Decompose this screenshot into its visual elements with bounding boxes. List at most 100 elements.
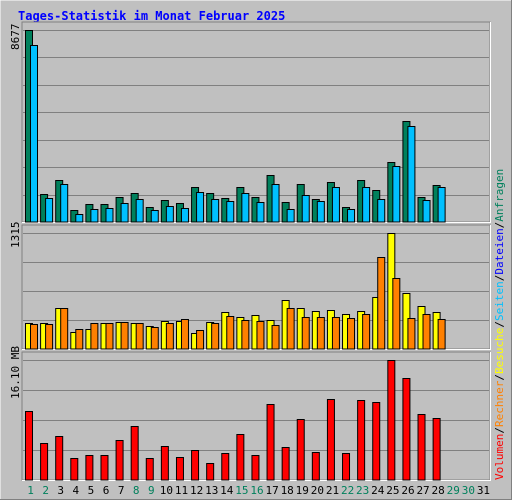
bar-seiten-day-3 [60, 308, 69, 350]
legend-sep-4: / [493, 275, 506, 282]
volume-max-label: 16.10 MB [9, 346, 22, 399]
x-label-day: 7 [118, 484, 125, 497]
bar-seiten-day-4 [75, 329, 84, 350]
legend-sep-3: / [493, 321, 506, 328]
bar-volumen-day-12 [191, 450, 200, 481]
bar-dateien-day-10 [165, 206, 174, 223]
x-label-day: 4 [73, 484, 80, 497]
x-label-day: 5 [88, 484, 95, 497]
legend-rechner: Rechner [493, 380, 506, 427]
bar-volumen-day-26 [402, 378, 411, 481]
bar-seiten-day-9 [150, 327, 159, 350]
bar-dateien-day-27 [422, 200, 431, 223]
visits-max-label: 1315 [9, 222, 22, 249]
bar-volumen-day-2 [40, 443, 49, 481]
bar-seiten-day-8 [135, 323, 144, 350]
bar-seiten-day-6 [105, 323, 114, 350]
chart-title: Tages-Statistik im Monat Februar 2025 [18, 9, 285, 23]
bar-dateien-day-11 [180, 208, 189, 223]
bar-volumen-day-10 [160, 446, 169, 481]
bar-seiten-day-19 [301, 317, 310, 350]
x-label-day: 2 [42, 484, 49, 497]
bar-dateien-day-12 [196, 192, 205, 223]
bar-dateien-day-8 [135, 199, 144, 223]
bar-dateien-day-19 [301, 195, 310, 223]
bar-volumen-day-28 [432, 418, 441, 481]
bar-seiten-day-26 [407, 318, 416, 350]
x-label-day: 27 [416, 484, 429, 497]
bar-volumen-day-23 [357, 400, 366, 481]
bar-seiten-day-17 [271, 325, 280, 350]
bar-dateien-day-16 [256, 202, 265, 223]
x-label-day: 28 [432, 484, 445, 497]
bar-dateien-day-15 [241, 193, 250, 223]
bar-volumen-day-11 [175, 457, 184, 481]
bar-volumen-day-18 [281, 447, 290, 481]
bar-volumen-day-1 [25, 411, 33, 481]
bar-volumen-day-25 [387, 360, 396, 481]
bar-volumen-day-5 [85, 455, 94, 481]
bar-seiten-day-20 [316, 317, 325, 350]
bar-dateien-day-2 [45, 198, 54, 223]
bar-dateien-day-9 [150, 210, 159, 223]
bar-seiten-day-13 [211, 323, 220, 350]
legend-seiten: Seiten [493, 281, 506, 321]
x-label-day: 26 [401, 484, 414, 497]
x-label-day: 31 [477, 484, 490, 497]
bar-volumen-day-3 [55, 436, 64, 481]
bar-dateien-day-23 [362, 187, 371, 223]
bar-seiten-day-21 [331, 317, 340, 350]
bar-dateien-day-21 [331, 187, 340, 223]
bar-dateien-day-25 [392, 166, 401, 223]
bar-seiten-day-23 [362, 314, 371, 350]
bar-dateien-day-24 [377, 199, 386, 223]
bar-seiten-day-24 [377, 257, 386, 350]
legend-anfragen: Anfragen [493, 169, 506, 222]
bar-volumen-day-15 [236, 434, 245, 481]
bar-volumen-day-19 [296, 419, 305, 481]
bar-seiten-day-11 [180, 319, 189, 350]
bar-volumen-day-24 [372, 402, 381, 481]
bar-volumen-day-14 [221, 453, 230, 481]
bar-volumen-day-27 [417, 414, 426, 481]
bar-volumen-day-7 [115, 440, 124, 481]
x-label-day: 11 [175, 484, 188, 497]
legend-sep-5: / [493, 222, 506, 229]
bar-dateien-day-4 [75, 214, 84, 223]
bar-volumen-day-13 [206, 463, 215, 481]
bar-volumen-day-4 [70, 458, 79, 481]
x-label-day: 24 [371, 484, 385, 497]
bar-seiten-day-18 [286, 308, 295, 350]
x-axis-labels: 1 2 3 4 5 6 7 8 9 10 11 12 13 14 15 16 17 18 19 20 21 22 23 24 2… [27, 484, 490, 497]
x-label-day: 23 [356, 484, 369, 497]
bar-dateien-day-22 [347, 209, 356, 223]
x-label-day: 13 [205, 484, 218, 497]
x-label-day: 14 [220, 484, 234, 497]
bar-dateien-day-7 [120, 203, 129, 223]
x-label-day: 9 [148, 484, 155, 497]
bar-dateien-day-6 [105, 208, 114, 223]
bar-dateien-day-5 [90, 209, 99, 223]
legend-besuche: Besuche [493, 328, 506, 374]
x-label-day: 18 [281, 484, 294, 497]
bar-seiten-day-12 [196, 330, 205, 350]
x-label-day: 17 [265, 484, 278, 497]
x-label-day: 8 [133, 484, 140, 497]
legend-volumen: Volumen [493, 434, 506, 480]
bar-volumen-day-17 [266, 404, 275, 481]
bar-dateien-day-18 [286, 209, 295, 223]
bar-seiten-day-7 [120, 322, 129, 350]
bar-seiten-day-22 [347, 318, 356, 350]
bar-dateien-day-28 [437, 187, 446, 223]
bar-dateien-day-3 [60, 184, 69, 223]
x-label-day: 25 [386, 484, 399, 497]
bar-seiten-day-1 [30, 324, 38, 350]
bar-volumen-day-21 [326, 399, 335, 481]
legend: Volumen/Rechner/Besuche/Seiten/Dateien/A… [493, 169, 506, 480]
x-label-day: 19 [296, 484, 309, 497]
x-label-day: 21 [326, 484, 339, 497]
bar-dateien-day-13 [211, 199, 220, 223]
